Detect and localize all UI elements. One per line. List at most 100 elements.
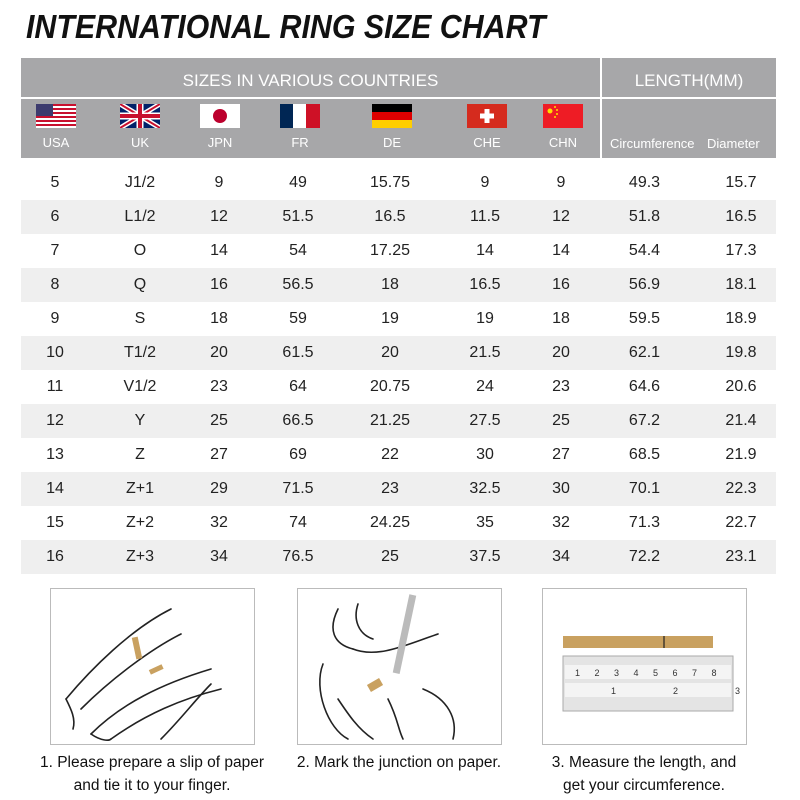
- table-cell: 30: [476, 446, 494, 463]
- table-cell: 6: [21, 200, 89, 234]
- france-flag-icon: [280, 104, 320, 128]
- table-cell: 18: [552, 310, 570, 327]
- table-cell: 14: [476, 242, 494, 259]
- table-cell: 30: [539, 472, 583, 506]
- table-cell: 14: [210, 242, 228, 259]
- table-cell: 21.4: [706, 404, 776, 438]
- divider: [602, 97, 776, 99]
- table-cell: 12: [539, 200, 583, 234]
- table-row: 5 J1/2 9 49 15.75 9 9 49.3 15.7: [21, 166, 776, 200]
- size-table: 5 J1/2 9 49 15.75 9 9 49.3 15.7 6 L1/2 12 51.5 16.5 11…: [21, 166, 776, 574]
- table-cell: 56.5: [247, 268, 349, 302]
- table-cell: 14: [552, 242, 570, 259]
- table-cell: 76.5: [247, 540, 349, 574]
- table-cell: Z+2: [125, 514, 154, 531]
- table-cell: 9: [556, 174, 566, 191]
- table-cell: 29: [191, 472, 247, 506]
- caption-line: get your circumference.: [563, 777, 725, 794]
- sizes-header: SIZES IN VARIOUS COUNTRIES USA UK JPN FR…: [21, 58, 600, 158]
- us-flag-icon: [36, 104, 76, 128]
- step3-caption: 3. Measure the length, and get your circu…: [519, 751, 769, 797]
- table-cell: 11.5: [431, 200, 539, 234]
- table-cell: 7: [50, 242, 60, 259]
- table-cell: 5: [50, 174, 60, 191]
- country-usa: USA: [21, 104, 91, 150]
- country-uk: UK: [105, 104, 175, 150]
- table-cell: 24: [476, 378, 494, 395]
- table-cell: 22: [381, 446, 399, 463]
- table-cell: 21.25: [349, 404, 431, 438]
- table-cell: 22.3: [706, 472, 776, 506]
- table-cell: L1/2: [89, 200, 191, 234]
- table-cell: 10: [21, 336, 89, 370]
- table-cell: 49.3: [628, 174, 661, 191]
- country-chn: CHN: [528, 104, 598, 150]
- country-label: CHE: [473, 135, 501, 150]
- table-cell: 67.2: [583, 404, 706, 438]
- table-cell: 16: [21, 540, 89, 574]
- switzerland-flag-icon: [467, 104, 507, 128]
- table-cell: Y: [89, 404, 191, 438]
- table-cell: 22.7: [725, 514, 757, 531]
- ruler-mark: 1: [575, 668, 580, 678]
- table-cell: 20.6: [725, 378, 757, 395]
- country-label: DE: [382, 135, 402, 150]
- table-cell: 27: [210, 446, 228, 463]
- table-cell: 16.5: [706, 200, 776, 234]
- table-cell: 23.1: [706, 540, 776, 574]
- table-cell: 71.3: [628, 514, 661, 531]
- table-row: 15 Z+2 32 74 24.25 35 32 71.3 22.7: [21, 506, 776, 540]
- country-label: JPN: [207, 135, 233, 150]
- step1-caption: 1. Please prepare a slip of paper and tie…: [27, 751, 277, 797]
- ruler-icon: 1 2 3 4 5 6 7 8 1 2 3: [562, 636, 740, 712]
- ruler-mark: 1: [611, 686, 616, 696]
- table-cell: 35: [476, 514, 494, 531]
- table-cell: T1/2: [89, 336, 191, 370]
- country-label: USA: [42, 135, 70, 150]
- country-label: CHN: [548, 135, 578, 150]
- table-cell: 34: [539, 540, 583, 574]
- germany-flag-icon: [372, 104, 412, 128]
- table-cell: 13: [46, 446, 64, 463]
- divider: [21, 97, 600, 99]
- table-cell: 68.5: [628, 446, 661, 463]
- table-cell: 8: [21, 268, 89, 302]
- table-cell: 64: [289, 378, 307, 395]
- circumference-label: Circumference: [610, 136, 695, 151]
- caption-line: 3. Measure the length, and: [551, 754, 737, 771]
- table-cell: Z+1: [89, 472, 191, 506]
- table-cell: 49: [289, 174, 307, 191]
- table-row: 8 Q 16 56.5 18 16.5 16 56.9 18.1: [21, 268, 776, 302]
- country-fr: FR: [265, 104, 335, 150]
- ruler-mark: 3: [614, 668, 619, 678]
- ruler-mark: 4: [634, 668, 639, 678]
- table-cell: 23: [210, 378, 228, 395]
- table-cell: 9: [480, 174, 490, 191]
- ruler-mark: 5: [653, 668, 658, 678]
- diameter-label: Diameter: [707, 136, 760, 151]
- table-cell: 11: [46, 378, 64, 395]
- table-cell: 62.1: [583, 336, 706, 370]
- table-row: 7 O 14 54 17.25 14 14 54.4 17.3: [21, 234, 776, 268]
- country-label: UK: [130, 135, 150, 150]
- table-cell: 61.5: [247, 336, 349, 370]
- country-che: CHE: [452, 104, 522, 150]
- table-cell: 59: [289, 310, 307, 327]
- table-cell: 32: [552, 514, 570, 531]
- caption-line: 1. Please prepare a slip of paper: [39, 754, 265, 771]
- table-cell: 15: [46, 514, 64, 531]
- table-cell: 34: [191, 540, 247, 574]
- table-cell: 18: [349, 268, 431, 302]
- table-cell: 21.9: [725, 446, 757, 463]
- table-cell: 15.75: [369, 174, 411, 191]
- step1-illustration: [50, 588, 255, 745]
- table-cell: 59.5: [628, 310, 661, 327]
- caption-line: 2. Mark the junction on paper.: [296, 754, 502, 771]
- table-cell: 72.2: [583, 540, 706, 574]
- table-cell: 37.5: [431, 540, 539, 574]
- table-cell: 16.5: [349, 200, 431, 234]
- table-cell: 20: [191, 336, 247, 370]
- table-cell: O: [133, 242, 147, 259]
- table-cell: 12: [191, 200, 247, 234]
- table-cell: 32: [210, 514, 228, 531]
